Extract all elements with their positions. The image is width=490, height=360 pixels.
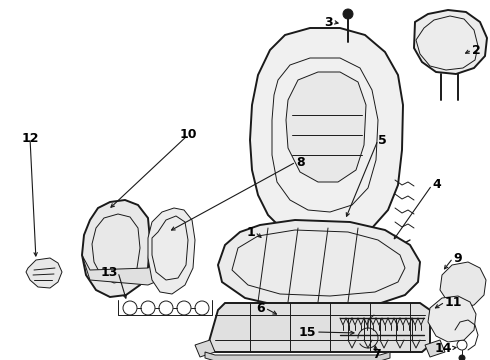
Circle shape bbox=[100, 230, 130, 260]
Polygon shape bbox=[218, 220, 420, 308]
Polygon shape bbox=[208, 303, 430, 352]
Circle shape bbox=[457, 340, 467, 350]
Text: 10: 10 bbox=[179, 129, 197, 141]
Circle shape bbox=[141, 301, 155, 315]
Circle shape bbox=[236, 324, 244, 332]
Text: 11: 11 bbox=[445, 296, 463, 309]
Text: 1: 1 bbox=[246, 225, 255, 238]
Polygon shape bbox=[195, 340, 215, 357]
Circle shape bbox=[162, 242, 182, 262]
Circle shape bbox=[406, 324, 414, 332]
Text: 9: 9 bbox=[453, 252, 462, 265]
Text: 3: 3 bbox=[324, 15, 333, 28]
Circle shape bbox=[343, 9, 353, 19]
Text: 13: 13 bbox=[100, 266, 118, 279]
Polygon shape bbox=[440, 262, 486, 308]
Circle shape bbox=[159, 301, 173, 315]
Polygon shape bbox=[82, 255, 165, 285]
Text: 15: 15 bbox=[298, 325, 316, 338]
Text: 8: 8 bbox=[296, 156, 305, 168]
Circle shape bbox=[123, 301, 137, 315]
Circle shape bbox=[376, 324, 384, 332]
Polygon shape bbox=[286, 72, 366, 182]
Circle shape bbox=[266, 324, 274, 332]
Polygon shape bbox=[428, 296, 476, 342]
Circle shape bbox=[195, 301, 209, 315]
Polygon shape bbox=[26, 258, 62, 288]
Polygon shape bbox=[250, 28, 403, 242]
Text: 4: 4 bbox=[432, 179, 441, 192]
Text: 5: 5 bbox=[378, 134, 387, 147]
Polygon shape bbox=[414, 10, 487, 74]
Polygon shape bbox=[148, 208, 195, 294]
Text: 14: 14 bbox=[435, 342, 452, 355]
Circle shape bbox=[306, 324, 314, 332]
Text: 6: 6 bbox=[256, 302, 265, 315]
Polygon shape bbox=[205, 352, 390, 360]
Text: 12: 12 bbox=[21, 131, 39, 144]
Circle shape bbox=[112, 264, 128, 280]
Polygon shape bbox=[82, 200, 150, 297]
Text: 2: 2 bbox=[472, 44, 481, 57]
Polygon shape bbox=[425, 340, 445, 357]
Text: 7: 7 bbox=[371, 348, 380, 360]
Circle shape bbox=[177, 301, 191, 315]
Circle shape bbox=[459, 355, 465, 360]
Circle shape bbox=[370, 236, 394, 260]
Circle shape bbox=[374, 238, 402, 266]
